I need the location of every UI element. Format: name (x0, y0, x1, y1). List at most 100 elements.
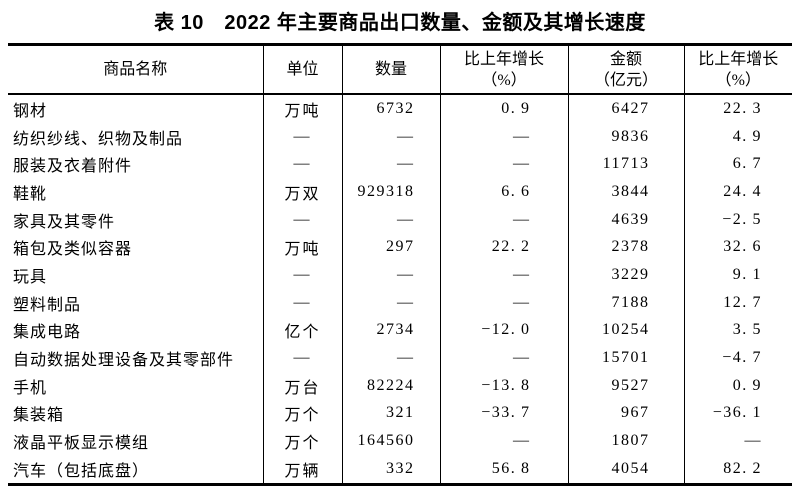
cell-amount: 1807 (568, 427, 685, 455)
cell-quantity: 332 (342, 454, 441, 485)
cell-amount-growth: −4. 7 (722, 349, 762, 367)
cell-commodity-name: 集装箱 (8, 399, 264, 428)
cell-commodity-name: 自动数据处理设备及其零部件 (8, 344, 264, 372)
cell-unit: — (263, 122, 343, 151)
cell-amount-growth: 9. 1 (732, 265, 762, 283)
cell-quantity: 929318 (342, 178, 441, 206)
cell-amount: 9836 (568, 122, 685, 151)
col-header-sublabel: （亿元） (593, 71, 658, 89)
cell-commodity-name: 玩具 (8, 261, 264, 289)
cell-amount: 2378 (568, 233, 685, 262)
cell-amount-growth: −2. 5 (722, 210, 762, 228)
col-header-label: 数量 (374, 61, 407, 78)
cell-amount-growth: 0. 9 (732, 376, 762, 394)
cell-amount: 15701 (568, 344, 685, 372)
col-header-amount: 金额 （亿元） (568, 44, 685, 95)
cell-amount: 7188 (568, 288, 685, 317)
col-header-sublabel: （%） (481, 71, 527, 89)
cell-amount-growth: 22. 3 (723, 99, 762, 117)
cell-commodity-name: 纺织纱线、织物及制品 (8, 122, 264, 151)
cell-unit: 万个 (263, 399, 343, 428)
cell-unit: — (263, 344, 343, 372)
table-header: 商品名称 单位 数量 比上年增长 （%） 金额 （亿元） 比上年增长 (8, 44, 792, 95)
cell-unit: 万吨 (263, 94, 343, 123)
cell-amount-growth: 24. 4 (723, 182, 762, 200)
cell-amount-growth: — (744, 432, 762, 450)
cell-amount-growth: 3. 5 (732, 321, 762, 339)
cell-amount: 4639 (568, 205, 685, 234)
cell-amount: 10254 (568, 316, 685, 345)
table-row: 纺织纱线、织物及制品 — — —9836 4. 9 (8, 122, 792, 151)
col-header-label: 单位 (286, 61, 319, 78)
cell-amount: 3229 (568, 261, 685, 289)
cell-unit: 万辆 (263, 454, 343, 485)
col-header-label: 商品名称 (103, 61, 168, 78)
cell-unit: 万个 (263, 427, 343, 455)
cell-quantity-growth: −33. 7 (440, 399, 569, 428)
col-header-label: 金额 (609, 50, 642, 68)
table-title: 表 10 2022 年主要商品出口数量、金额及其增长速度 (154, 12, 646, 34)
cell-quantity-growth: 22. 2 (440, 233, 569, 262)
table-row: 自动数据处理设备及其零部件 — — —15701 −4. 7 (8, 344, 792, 372)
cell-commodity-name: 集成电路 (8, 316, 264, 345)
table-row: 鞋靴 万双 929318 6. 6 3844 24. 4 (8, 178, 792, 206)
cell-unit: 万双 (263, 178, 343, 206)
header-row: 商品名称 单位 数量 比上年增长 （%） 金额 （亿元） 比上年增长 (8, 44, 792, 95)
col-header-label: 比上年增长 (463, 50, 544, 68)
table-row: 玩具 — — —3229 9. 1 (8, 261, 792, 289)
col-header-quantity: 数量 (342, 44, 441, 95)
table-row: 集成电路 亿个 2734 −12. 0 10254 3. 5 (8, 316, 792, 345)
cell-unit: — (263, 205, 343, 234)
cell-unit: — (263, 150, 343, 179)
col-header-commodity-name: 商品名称 (8, 44, 264, 95)
cell-quantity: 297 (342, 233, 441, 262)
cell-quantity: — (342, 205, 441, 234)
cell-amount-growth: 12. 7 (723, 293, 762, 311)
cell-quantity: 321 (342, 399, 441, 428)
col-header-label: 比上年增长 (698, 50, 779, 68)
table-row: 家具及其零件 — — —4639 −2. 5 (8, 205, 792, 234)
cell-unit: — (263, 288, 343, 317)
cell-amount-growth: 6. 7 (732, 155, 762, 173)
col-header-sublabel: （%） (715, 71, 761, 89)
cell-quantity-growth: — (440, 205, 569, 234)
col-header-amount-growth: 比上年增长 （%） (684, 44, 792, 95)
cell-quantity: — (342, 261, 441, 289)
table-row: 液晶平板显示模组 万个 164560—1807— (8, 427, 792, 455)
cell-quantity-growth: 56. 8 (440, 454, 569, 485)
table-row: 箱包及类似容器 万吨 297 22. 2 2378 32. 6 (8, 233, 792, 262)
cell-quantity: — (342, 344, 441, 372)
table-body: 钢材 万吨 6732 0. 9 6427 22. 3 纺织纱线、织物及制品 — — —9836 4.… (8, 94, 792, 485)
cell-commodity-name: 家具及其零件 (8, 205, 264, 234)
cell-amount: 11713 (568, 150, 685, 179)
cell-quantity: 6732 (342, 94, 441, 123)
cell-quantity-growth: — (440, 122, 569, 151)
table-row: 手机 万台 82224 −13. 8 9527 0. 9 (8, 371, 792, 400)
col-header-quantity-growth: 比上年增长 （%） (440, 44, 569, 95)
table-row: 集装箱 万个 321 −33. 7 967 −36. 1 (8, 399, 792, 428)
cell-amount: 967 (568, 399, 685, 428)
cell-quantity-growth: −12. 0 (440, 316, 569, 345)
cell-commodity-name: 液晶平板显示模组 (8, 427, 264, 455)
cell-quantity-growth: 0. 9 (440, 94, 569, 123)
cell-amount: 6427 (568, 94, 685, 123)
cell-quantity-growth: — (440, 150, 569, 179)
cell-amount: 9527 (568, 371, 685, 400)
cell-commodity-name: 汽车（包括底盘） (8, 454, 264, 485)
cell-quantity: 2734 (342, 316, 441, 345)
cell-quantity-growth: −13. 8 (440, 371, 569, 400)
cell-amount: 3844 (568, 178, 685, 206)
cell-unit: 亿个 (263, 316, 343, 345)
table-row: 塑料制品 — — —7188 12. 7 (8, 288, 792, 317)
cell-commodity-name: 手机 (8, 371, 264, 400)
cell-quantity: — (342, 122, 441, 151)
cell-commodity-name: 箱包及类似容器 (8, 233, 264, 262)
cell-amount-growth: 82. 2 (723, 459, 762, 477)
cell-quantity-growth: — (440, 261, 569, 289)
cell-amount-growth: 32. 6 (723, 238, 762, 256)
cell-quantity: 82224 (342, 371, 441, 400)
cell-commodity-name: 鞋靴 (8, 178, 264, 206)
cell-quantity-growth: 6. 6 (440, 178, 569, 206)
export-commodities-table: 商品名称 单位 数量 比上年增长 （%） 金额 （亿元） 比上年增长 (8, 43, 792, 486)
